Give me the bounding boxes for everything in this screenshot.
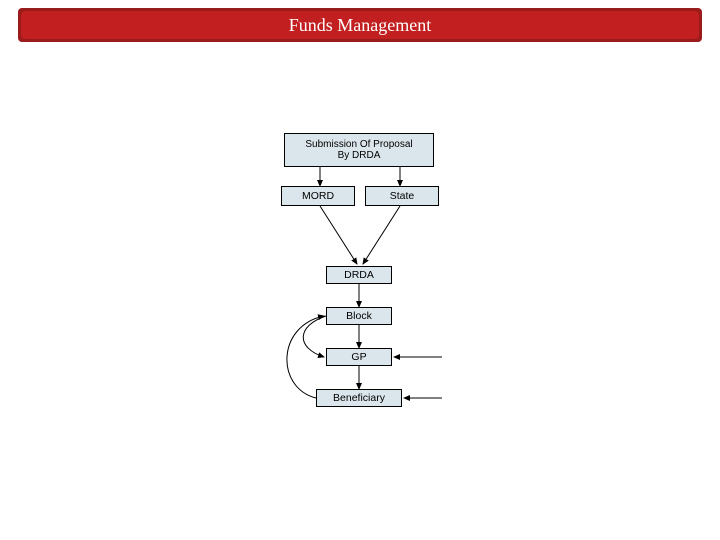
node-state: State xyxy=(365,186,439,206)
node-block: Block xyxy=(326,307,392,325)
node-drda: DRDA xyxy=(326,266,392,284)
node-proposal-label: Submission Of ProposalBy DRDA xyxy=(305,139,412,162)
node-beneficiary-label: Beneficiary xyxy=(333,392,385,404)
node-beneficiary: Beneficiary xyxy=(316,389,402,407)
node-block-label: Block xyxy=(346,310,372,322)
node-drda-label: DRDA xyxy=(344,269,374,281)
slide-title-text: Funds Management xyxy=(289,15,431,36)
node-mord-label: MORD xyxy=(302,190,334,202)
node-state-label: State xyxy=(390,190,415,202)
node-proposal: Submission Of ProposalBy DRDA xyxy=(284,133,434,167)
slide-title: Funds Management xyxy=(21,11,699,39)
node-mord: MORD xyxy=(281,186,355,206)
node-gp-label: GP xyxy=(351,351,366,363)
node-gp: GP xyxy=(326,348,392,366)
